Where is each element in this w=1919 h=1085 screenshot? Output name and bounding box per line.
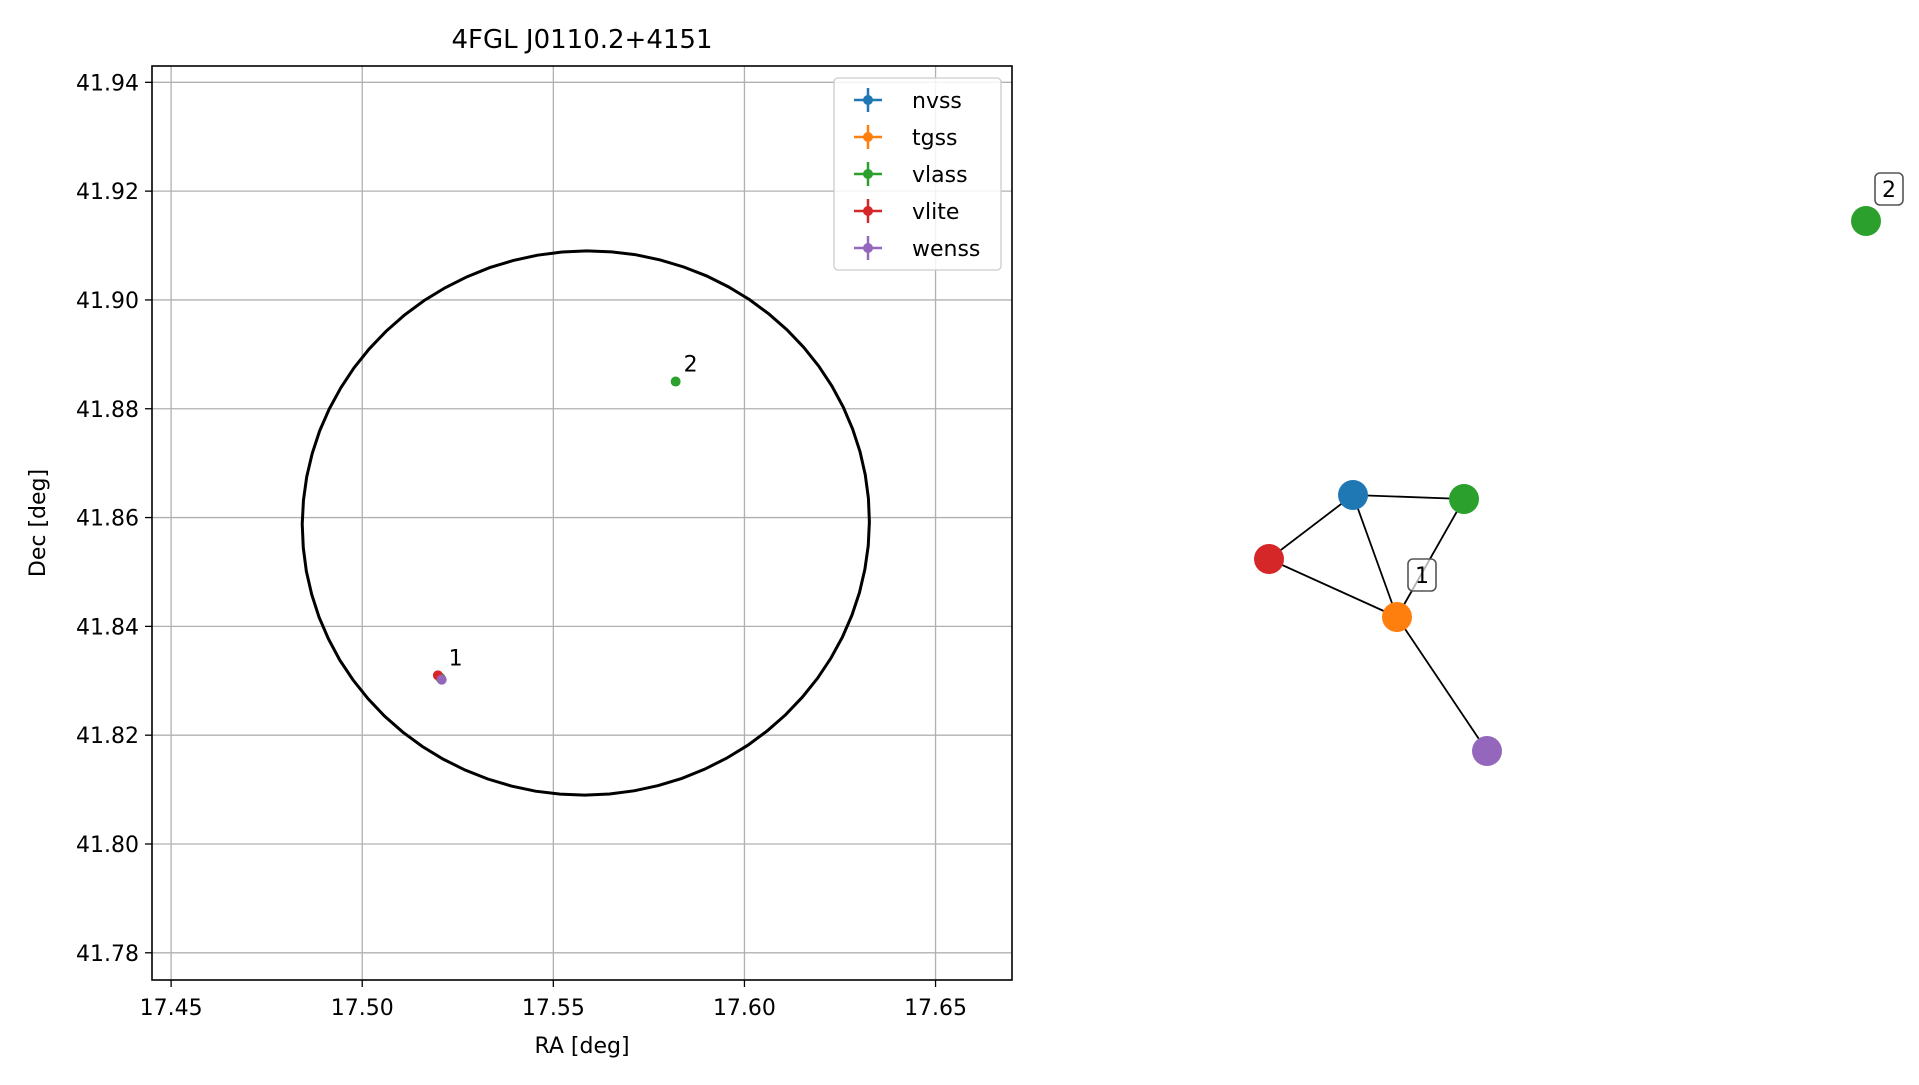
- network-edge: [1268, 558, 1398, 618]
- network-edge: [1396, 498, 1465, 618]
- y-tick-label: 41.80: [76, 833, 139, 858]
- network-edge: [1268, 494, 1354, 560]
- legend-label-vlite: vlite: [912, 200, 959, 225]
- network-node-tgss: [1382, 602, 1412, 632]
- legend-marker-tgss: [863, 132, 873, 142]
- group-label-box: [1874, 172, 1904, 206]
- network-edge: [1396, 616, 1488, 752]
- x-tick-label: 17.55: [522, 996, 585, 1021]
- x-tick-label: 17.50: [331, 996, 394, 1021]
- y-tick-label: 41.78: [76, 942, 139, 967]
- network-node-nvss: [1338, 480, 1368, 510]
- legend-label-tgss: tgss: [912, 126, 958, 151]
- data-points: [432, 376, 681, 685]
- group-label: 1: [1415, 564, 1429, 589]
- point-annotation: 2: [684, 353, 698, 378]
- network-graph: 12: [1254, 172, 1904, 766]
- error-ellipse-layer: [300, 249, 871, 797]
- x-tick-label: 17.45: [140, 996, 203, 1021]
- legend-marker-vlite: [863, 206, 873, 216]
- network-node-vlass-2: [1851, 206, 1881, 236]
- network-node-wenss: [1472, 736, 1502, 766]
- network-edge: [1352, 494, 1465, 500]
- group-label-box: [1407, 558, 1437, 592]
- annotations: 12: [449, 353, 698, 672]
- y-tick-label: 41.92: [76, 180, 139, 205]
- point-wenss: [436, 674, 447, 685]
- y-tick-label: 41.94: [76, 71, 139, 96]
- network-node-vlass: [1449, 484, 1479, 514]
- x-tick-label: 17.65: [904, 996, 967, 1021]
- y-tick-label: 41.86: [76, 507, 139, 532]
- legend-marker-vlass: [863, 169, 873, 179]
- legend-label-vlass: vlass: [912, 163, 968, 188]
- y-tick-label: 41.88: [76, 398, 139, 423]
- x-axis-label: RA [deg]: [534, 1034, 629, 1059]
- error-ellipse: [300, 249, 871, 797]
- network-edge: [1352, 494, 1398, 618]
- legend: nvss tgss vlass vlite wenss: [833, 77, 1002, 271]
- y-tick-label: 41.84: [76, 615, 139, 640]
- point-annotation: 1: [449, 646, 463, 671]
- axis-ticks: 17.45 17.50 17.55 17.60 17.65 41.78 41.80 41.82…: [76, 71, 967, 1021]
- point-vlass: [670, 376, 681, 387]
- network-node-vlite: [1254, 544, 1284, 574]
- x-tick-label: 17.60: [713, 996, 776, 1021]
- y-tick-label: 41.82: [76, 724, 139, 749]
- legend-label-wenss: wenss: [912, 237, 980, 262]
- legend-label-nvss: nvss: [912, 89, 962, 114]
- legend-marker-nvss: [863, 95, 873, 105]
- y-axis-label: Dec [deg]: [26, 469, 51, 577]
- legend-box: [833, 77, 1002, 271]
- y-tick-label: 41.90: [76, 289, 139, 314]
- group-label: 2: [1882, 178, 1896, 203]
- chart-title: 4FGL J0110.2+4151: [452, 25, 713, 55]
- plot-frame: [151, 65, 1013, 981]
- legend-marker-wenss: [863, 243, 873, 253]
